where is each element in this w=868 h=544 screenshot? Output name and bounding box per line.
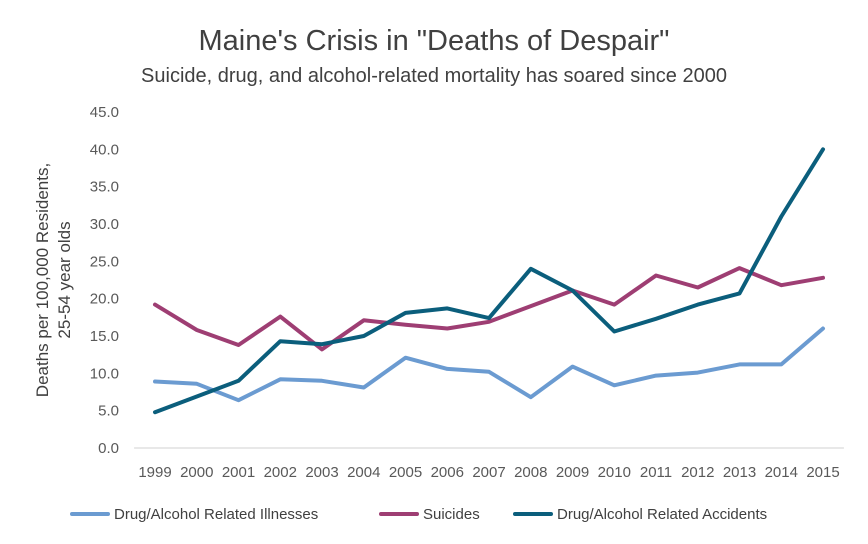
y-tick-label: 15.0: [90, 328, 119, 345]
series-line-1: [153, 326, 825, 403]
y-axis-title: Deaths per 100,000 Residents, 25-54 year…: [33, 163, 74, 397]
chart-title: Maine's Crisis in "Deaths of Despair": [199, 25, 670, 57]
legend-label: Suicides: [423, 506, 480, 523]
x-tick-label: 2004: [347, 464, 380, 481]
y-tick-label: 30.0: [90, 216, 119, 233]
x-tick-label: 2011: [640, 464, 672, 481]
x-tick-label: 2012: [681, 464, 714, 481]
y-tick-label: 40.0: [90, 141, 119, 158]
y-tick-label: 0.0: [98, 440, 119, 457]
x-tick-label: 2014: [765, 464, 798, 481]
series-layer: [153, 147, 825, 415]
y-axis-title-line1: Deaths per 100,000 Residents,: [33, 163, 52, 397]
legend: Drug/Alcohol Related Illnesses Suicides Dr…: [70, 506, 767, 523]
x-tick-label: 2015: [806, 464, 839, 481]
legend-label: Drug/Alcohol Related Accidents: [557, 506, 767, 523]
legend-label: Drug/Alcohol Related Illnesses: [114, 506, 318, 523]
x-tick-label: 2013: [723, 464, 756, 481]
x-tick-label: 1999: [138, 464, 171, 481]
x-tick-label: 2009: [556, 464, 589, 481]
x-axis-ticks: 1999 2000 2001 2002 2003 2004 2005 2006 2007 2008…: [138, 464, 839, 481]
y-tick-label: 5.0: [98, 403, 119, 420]
x-tick-label: 2000: [180, 464, 213, 481]
series-line-2: [153, 266, 825, 352]
chart-subtitle: Suicide, drug, and alcohol-related morta…: [141, 65, 727, 87]
x-tick-label: 2001: [222, 464, 255, 481]
x-tick-label: 2007: [472, 464, 505, 481]
x-tick-label: 2010: [598, 464, 631, 481]
y-axis-ticks: 0.0 5.0 10.0 15.0 20.0 25.0 30.0 35.0 40.0 45.0: [90, 104, 119, 457]
y-tick-label: 45.0: [90, 104, 119, 121]
x-tick-label: 2006: [431, 464, 464, 481]
x-tick-label: 2005: [389, 464, 422, 481]
y-axis-title-line2: 25-54 year olds: [55, 221, 74, 338]
y-tick-label: 10.0: [90, 365, 119, 382]
x-tick-label: 2008: [514, 464, 547, 481]
series-line-3: [153, 147, 825, 415]
y-tick-label: 35.0: [90, 179, 119, 196]
y-tick-label: 20.0: [90, 291, 119, 308]
y-tick-label: 25.0: [90, 253, 119, 270]
x-tick-label: 2003: [305, 464, 338, 481]
x-tick-label: 2002: [264, 464, 297, 481]
